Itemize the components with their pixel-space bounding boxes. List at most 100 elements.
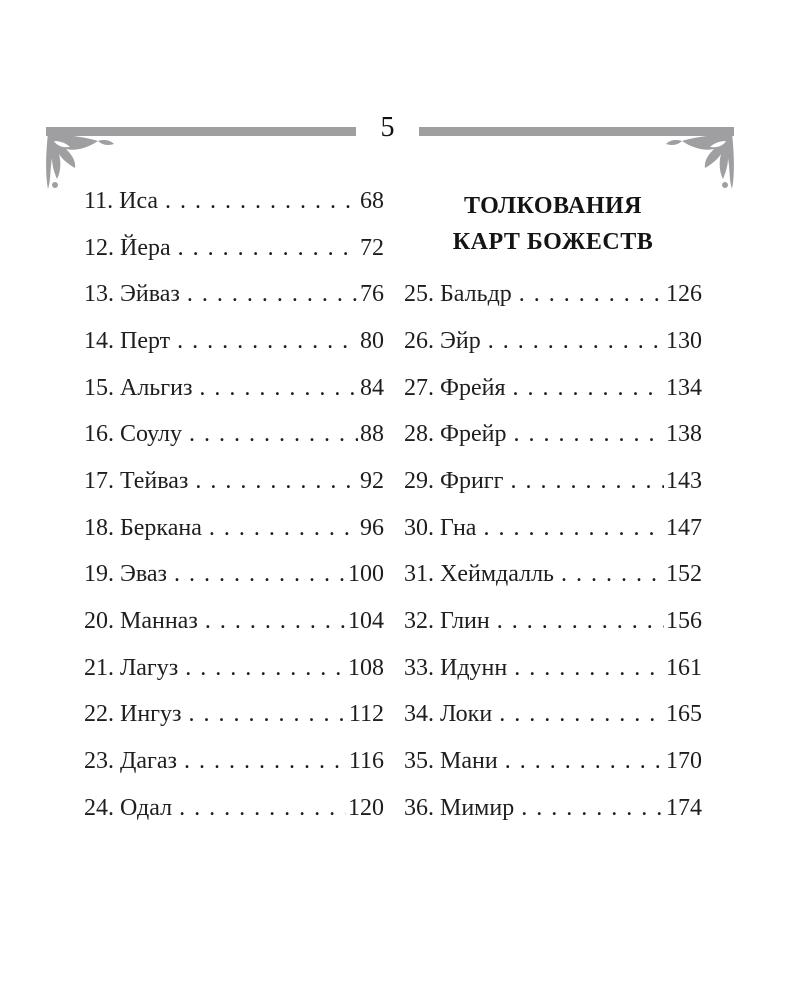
dot-leader <box>178 235 358 262</box>
toc-column-right: ТОЛКОВАНИЯ КАРТ БОЖЕСТВ 25. Бальдр 126 2… <box>404 178 702 832</box>
toc-entry: 15. Альгиз 84 <box>84 365 384 412</box>
toc-entry-label: 17. Тейваз <box>84 467 189 494</box>
toc-entry-label: 18. Беркана <box>84 514 202 541</box>
toc-entry-page: 126 <box>666 281 702 308</box>
corner-flourish-left-icon <box>46 127 128 189</box>
toc-entry-page: 112 <box>348 701 384 728</box>
toc-entry: 32. Глин 156 <box>404 598 702 645</box>
dot-leader <box>483 515 664 542</box>
toc-entry-page: 156 <box>666 608 702 635</box>
toc-entry-page: 68 <box>360 187 384 214</box>
toc-entry-label: 36. Мимир <box>404 794 515 821</box>
toc-entry-label: 19. Эваз <box>84 561 167 588</box>
dot-leader <box>513 421 664 448</box>
dot-leader <box>199 375 358 402</box>
toc-entry: 13. Эйваз 76 <box>84 271 384 318</box>
toc-entry-label: 20. Манназ <box>84 608 198 635</box>
toc-entry: 14. Перт 80 <box>84 318 384 365</box>
toc-entry-label: 28. Фрейр <box>404 421 507 448</box>
toc-entry-page: 80 <box>360 327 384 354</box>
toc-entry-page: 174 <box>666 794 702 821</box>
toc-entry-page: 161 <box>666 654 702 681</box>
dot-leader <box>519 281 664 308</box>
toc-entry-page: 100 <box>348 561 384 588</box>
toc-entry-page: 84 <box>360 374 384 401</box>
dot-leader <box>179 795 346 822</box>
toc-entry-label: 15. Альгиз <box>84 374 193 401</box>
toc-entry-label: 13. Эйваз <box>84 281 180 308</box>
dot-leader <box>561 561 664 588</box>
toc-entry-label: 23. Дагаз <box>84 748 177 775</box>
dot-leader <box>521 795 664 822</box>
toc-entry-page: 88 <box>360 421 384 448</box>
toc-entry-page: 96 <box>360 514 384 541</box>
toc-entry-label: 25. Бальдр <box>404 281 512 308</box>
toc-entry: 23. Дагаз 116 <box>84 738 384 785</box>
dot-leader <box>499 701 664 728</box>
toc-entry: 30. Гна 147 <box>404 505 702 552</box>
toc-entry: 18. Беркана 96 <box>84 505 384 552</box>
dot-leader <box>185 655 346 682</box>
toc-entry: 16. Соулу 88 <box>84 411 384 458</box>
toc-entry-label: 31. Хеймдалль <box>404 561 554 588</box>
toc-entry-page: 72 <box>360 234 384 261</box>
header-rule-left <box>50 127 356 136</box>
toc-entry-page: 76 <box>360 281 384 308</box>
dot-leader <box>205 608 346 635</box>
toc-entry-label: 16. Соулу <box>84 421 183 448</box>
toc-entry-label: 12. Йера <box>84 234 171 261</box>
toc-entry-label: 24. Одал <box>84 794 173 821</box>
toc-entry-page: 138 <box>666 421 702 448</box>
dot-leader <box>513 375 665 402</box>
toc-entry-label: 35. Мани <box>404 748 498 775</box>
toc-column-left: 11. Иса 68 12. Йера 72 13. Эйваз 76 14. … <box>84 178 384 832</box>
header-rule-right <box>419 127 731 136</box>
dot-leader <box>189 701 347 728</box>
dot-leader <box>514 655 664 682</box>
toc-entry: 34. Локи 165 <box>404 692 702 739</box>
toc-entry-page: 134 <box>666 374 702 401</box>
dot-leader <box>177 328 358 355</box>
toc-entry: 29. Фригг 143 <box>404 458 702 505</box>
toc-entry: 12. Йера 72 <box>84 225 384 272</box>
toc-entry-label: 21. Лагуз <box>84 654 179 681</box>
toc-entry: 33. Идунн 161 <box>404 645 702 692</box>
section-heading-line2: КАРТ БОЖЕСТВ <box>452 229 654 256</box>
dot-leader <box>165 188 358 215</box>
toc-entry-page: 116 <box>348 748 384 775</box>
dot-leader <box>174 561 346 588</box>
dot-leader <box>189 421 358 448</box>
toc-entry-page: 104 <box>348 608 384 635</box>
toc-entry: 31. Хеймдалль 152 <box>404 552 702 599</box>
toc-entry-page: 165 <box>666 701 702 728</box>
corner-flourish-right-icon <box>652 127 734 189</box>
toc-entry: 11. Иса 68 <box>84 178 384 225</box>
dot-leader <box>209 515 358 542</box>
toc-entry: 25. Бальдр 126 <box>404 271 702 318</box>
toc-entry-label: 32. Глин <box>404 608 490 635</box>
toc-entry: 36. Мимир 174 <box>404 785 702 832</box>
toc-entry-label: 29. Фригг <box>404 467 504 494</box>
toc-entry-label: 30. Гна <box>404 514 477 541</box>
toc-entry-label: 34. Локи <box>404 701 493 728</box>
dot-leader <box>488 328 664 355</box>
toc-entry: 19. Эваз 100 <box>84 552 384 599</box>
toc-entry-page: 143 <box>666 467 702 494</box>
toc-entry-page: 120 <box>348 794 384 821</box>
toc-entry: 21. Лагуз 108 <box>84 645 384 692</box>
dot-leader <box>184 748 347 775</box>
toc-entry-page: 170 <box>666 748 702 775</box>
toc-entry: 27. Фрейя 134 <box>404 365 702 412</box>
toc-entry-label: 14. Перт <box>84 327 171 354</box>
toc-entry-label: 11. Иса <box>84 187 159 214</box>
dot-leader <box>511 468 665 495</box>
toc-entry-label: 26. Эйр <box>404 327 481 354</box>
toc-entry-label: 33. Идунн <box>404 654 508 681</box>
section-heading: ТОЛКОВАНИЯ КАРТ БОЖЕСТВ <box>404 178 702 271</box>
toc-entry-page: 130 <box>666 327 702 354</box>
toc-entry: 22. Ингуз 112 <box>84 692 384 739</box>
dot-leader <box>497 608 664 635</box>
toc-entry-label: 27. Фрейя <box>404 374 506 401</box>
dot-leader <box>195 468 358 495</box>
